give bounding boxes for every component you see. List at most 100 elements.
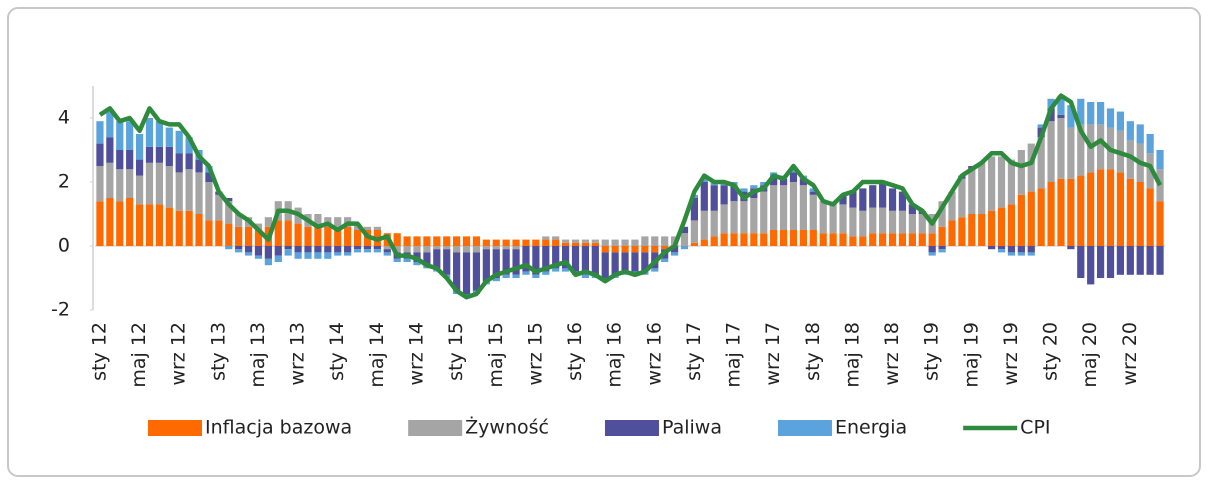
bar-segment xyxy=(581,246,590,275)
x-tick-label: maj 14 xyxy=(366,322,388,388)
bar-segment xyxy=(185,153,193,170)
bar-segment xyxy=(135,175,144,205)
bar-segment xyxy=(571,242,580,246)
bar-segment xyxy=(908,214,916,234)
bar-segment xyxy=(760,233,768,246)
bar-segment xyxy=(730,185,738,202)
bar-segment xyxy=(195,172,203,214)
bar-segment xyxy=(423,246,431,253)
bar-segment xyxy=(1037,188,1045,246)
bar-segment xyxy=(1077,98,1085,125)
bar-segment xyxy=(948,220,956,246)
bar-segment xyxy=(1146,246,1154,275)
bar-segment xyxy=(1067,178,1075,246)
bar-segment xyxy=(1126,178,1134,246)
bar-segment xyxy=(542,236,550,240)
bar-segment xyxy=(126,198,134,246)
bar-segment xyxy=(532,239,540,246)
bar-segment xyxy=(1017,150,1025,195)
legend-label: Żywność xyxy=(465,416,549,439)
y-tick-label: -2 xyxy=(51,299,70,321)
bar-segment xyxy=(958,178,966,218)
bar-segment xyxy=(789,169,798,173)
bar-segment xyxy=(799,178,807,186)
bar-segment xyxy=(383,252,391,256)
bar-segment xyxy=(423,236,431,246)
bar-segment xyxy=(601,246,609,253)
bar-segment xyxy=(1017,246,1025,253)
bar-segment xyxy=(829,204,837,234)
bar-segment xyxy=(859,210,867,237)
bar-segment xyxy=(294,252,302,259)
bar-segment xyxy=(106,137,114,163)
bar-segment xyxy=(165,166,173,208)
bar-segment xyxy=(244,252,253,256)
x-tick-label: sty 12 xyxy=(88,322,110,381)
bar-segment xyxy=(680,233,689,246)
x-tick-label: sty 14 xyxy=(326,322,348,381)
bar-segment xyxy=(1097,169,1105,246)
bar-segment xyxy=(621,252,629,272)
bar-segment xyxy=(235,214,243,227)
bar-segment xyxy=(710,210,718,237)
bar-segment xyxy=(492,239,500,246)
bar-segment xyxy=(482,239,490,246)
bar-segment xyxy=(908,204,916,214)
bar-segment xyxy=(145,204,154,246)
bar-segment xyxy=(462,252,471,294)
bar-segment xyxy=(403,246,411,253)
bar-segment xyxy=(225,198,233,202)
bar-segment xyxy=(552,239,560,246)
bar-segment xyxy=(770,175,778,186)
bar-segment xyxy=(1156,169,1164,202)
bar-segment xyxy=(809,191,817,195)
bar-segment xyxy=(641,246,649,253)
legend-label: Energia xyxy=(835,417,907,439)
bar-segment xyxy=(760,191,768,234)
bar-segment xyxy=(869,207,877,234)
bar-segment xyxy=(205,172,213,182)
bar-segment xyxy=(453,246,461,253)
bar-segment xyxy=(264,258,272,266)
bar-segment xyxy=(235,246,243,250)
bar-segment xyxy=(938,226,946,246)
bar-segment xyxy=(1057,178,1065,246)
bar-segment xyxy=(631,252,639,272)
bar-segment xyxy=(106,198,114,246)
bar-segment xyxy=(433,246,441,250)
bar-segment xyxy=(839,194,847,205)
bar-segment xyxy=(195,159,203,173)
bar-segment xyxy=(254,230,263,246)
bar-segment xyxy=(591,246,599,275)
x-tick-label: sty 16 xyxy=(564,322,586,381)
bar-segment xyxy=(96,121,104,144)
bar-segment xyxy=(1067,127,1075,179)
bar-segment xyxy=(363,249,372,253)
bar-segment xyxy=(770,230,778,246)
bar-segment xyxy=(1007,246,1016,253)
bar-segment xyxy=(809,194,817,230)
bar-segment xyxy=(1007,159,1016,205)
bar-segment xyxy=(175,172,183,211)
y-tick-label: 4 xyxy=(58,107,70,129)
bar-segment xyxy=(542,271,550,275)
bar-segment xyxy=(611,239,619,246)
bar-segment xyxy=(849,191,857,208)
bar-segment xyxy=(1106,108,1115,128)
bar-segment xyxy=(651,246,659,253)
bar-segment xyxy=(1017,252,1025,256)
bar-segment xyxy=(740,233,748,246)
bar-segment xyxy=(522,271,530,275)
bar-segment xyxy=(552,268,560,272)
bar-segment xyxy=(591,242,599,246)
bar-segment xyxy=(1126,121,1134,141)
bar-segment xyxy=(1146,188,1154,246)
bar-segment xyxy=(1007,204,1016,246)
bar-segment xyxy=(155,162,163,205)
bar-segment xyxy=(116,201,124,246)
bar-segment xyxy=(789,182,798,230)
bar-segment xyxy=(997,156,1006,208)
bar-segment xyxy=(363,226,372,230)
bar-segment xyxy=(334,226,342,246)
bar-segment xyxy=(492,278,500,282)
